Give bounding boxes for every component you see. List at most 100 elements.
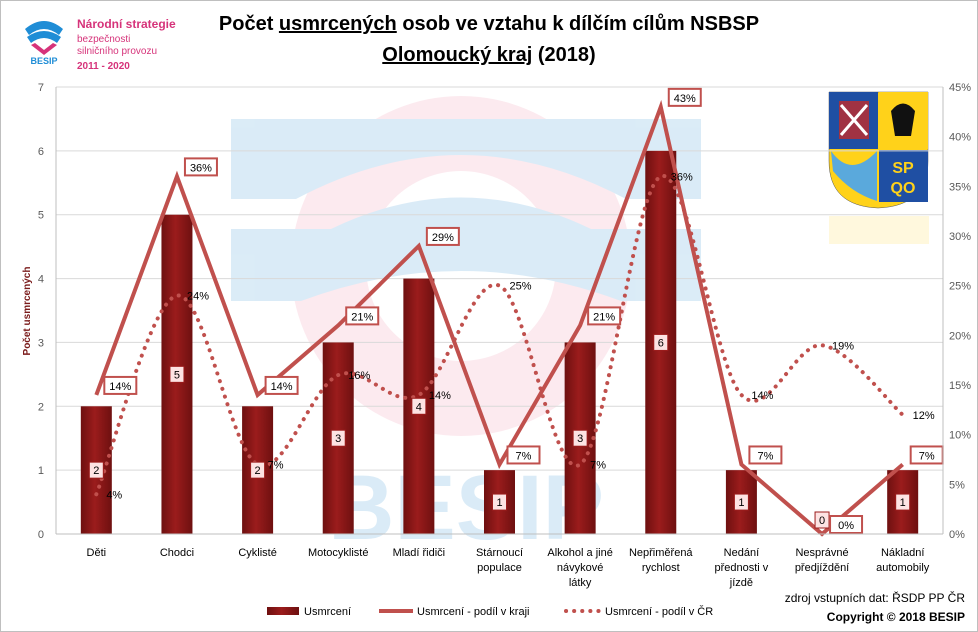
y-left-tick-label: 3 <box>38 337 44 349</box>
x-tick-label: Nepřiměřená <box>629 547 693 559</box>
kraj-label-box <box>345 306 380 326</box>
line-podil-v-kraji <box>94 99 904 537</box>
kraj-label: 0% <box>838 520 854 532</box>
kraj-label: 14% <box>271 381 293 393</box>
bar-label-box <box>572 429 588 447</box>
logo-text-4: 2011 - 2020 <box>77 61 130 72</box>
bar-label: 1 <box>496 497 502 509</box>
y-right-tick-label: 25% <box>949 281 971 293</box>
x-tick-label: Chodci <box>160 547 194 559</box>
legend-swatch-bar <box>267 607 299 615</box>
bar-label: 1 <box>738 497 744 509</box>
x-tick-label: Nedání <box>724 547 759 559</box>
x-tick-label: Cyklisté <box>238 547 277 559</box>
bar-label-box <box>88 461 104 479</box>
x-tick-label: Mladí řidiči <box>393 547 446 559</box>
bar-label-box <box>169 365 185 383</box>
cr-label: 12% <box>913 410 935 422</box>
legend-label-cr: Usmrcení - podíl v ČR <box>605 605 713 618</box>
chart-title: Počet usmrcených osob ve vztahu k dílčím… <box>151 13 827 36</box>
cr-label: 14% <box>429 390 451 402</box>
x-tick-label: Alkohol a jiné <box>547 547 612 559</box>
bar-label-box <box>330 429 346 447</box>
y-left-tick-label: 5 <box>38 210 44 222</box>
title-part-2: osob ve vztahu k dílčím cílům NSBSP <box>396 13 760 35</box>
logo-brand: BESIP <box>30 56 57 65</box>
bar-label: 4 <box>416 401 422 413</box>
kraj-label: 7% <box>516 450 532 462</box>
kraj-label: 7% <box>757 450 773 462</box>
coat-text-2: QO <box>891 180 916 197</box>
cr-label: 16% <box>348 370 370 382</box>
x-tick-label: jízdě <box>729 577 753 589</box>
kraj-label-box <box>506 445 541 465</box>
kraj-label-box <box>103 375 138 395</box>
y-axis-left-title: Počet usmrcených <box>22 267 33 356</box>
y-right-tick-label: 0% <box>949 529 965 541</box>
x-tick-label: populace <box>477 562 522 574</box>
title-underlined: usmrcených <box>278 13 397 35</box>
x-tick-label: přednosti v <box>715 562 769 574</box>
x-tick-label: předjíždění <box>795 562 849 574</box>
legend-label-kraj: Usmrcení - podíl v kraji <box>417 606 529 618</box>
title-part-1: Počet <box>218 13 279 35</box>
watermark-text: BESIP <box>328 457 604 559</box>
subtitle-underlined: Olomoucký kraj <box>382 44 533 66</box>
y-left-tick-label: 2 <box>38 401 44 413</box>
source-note: zdroj vstupních dat: ŘSDP PP ČR <box>784 591 965 605</box>
cr-label: 25% <box>510 281 532 293</box>
coat-of-arms: SP QO <box>828 91 929 244</box>
cr-label: 14% <box>751 390 773 402</box>
x-tick-label: Motocyklisté <box>308 547 369 559</box>
x-tick-label: Děti <box>87 547 107 559</box>
subtitle-part-2: (2018) <box>532 44 596 66</box>
cr-label: 7% <box>590 459 606 471</box>
bar-label: 2 <box>255 465 261 477</box>
kraj-label-box <box>425 226 460 246</box>
besip-logo: BESIP Národní strategie bezpečnosti siln… <box>19 15 199 75</box>
x-tick-label: návykové <box>557 562 603 574</box>
logo-text-2: bezpečnosti <box>77 34 131 45</box>
logo-text-1: Národní strategie <box>77 17 176 31</box>
kraj-label-box <box>587 306 622 326</box>
kraj-label: 21% <box>351 311 373 323</box>
bar-label: 0 <box>819 515 825 527</box>
data-labels: 2 5 2 3 4 1 3 6 1 0 1 14% 36% 14% 21% 29% 7% 21% 43% 7% 0% 7%… <box>88 87 944 534</box>
kraj-label-box <box>264 375 299 395</box>
kraj-label: 7% <box>919 450 935 462</box>
x-tick-label: Nákladní <box>881 547 924 559</box>
kraj-label-box <box>667 87 702 107</box>
bars <box>80 150 919 534</box>
bar-label-box <box>250 461 266 479</box>
bar-label-box <box>733 493 749 511</box>
legend: Usmrcení Usmrcení - podíl v kraji Usmrcení… <box>267 605 713 618</box>
kraj-label: 43% <box>674 93 696 105</box>
y-right-tick-label: 15% <box>949 380 971 392</box>
bar-label-box <box>492 493 507 511</box>
logo-text-3: silničního provozu <box>77 46 158 57</box>
kraj-label: 21% <box>593 311 615 323</box>
cr-label: 36% <box>671 171 693 183</box>
kraj-label-box <box>748 445 783 465</box>
y-right-tick-label: 40% <box>949 132 971 144</box>
kraj-label-box <box>183 157 218 177</box>
y-left-tick-label: 4 <box>38 274 44 286</box>
axes: 012345670%5%10%15%20%25%30%35%40%45%Děti… <box>38 82 971 589</box>
bar-label: 3 <box>335 433 341 445</box>
bar-label-box <box>895 493 911 511</box>
chart-subtitle: Olomoucký kraj (2018) <box>151 44 827 67</box>
lines <box>94 99 905 537</box>
cr-label: 4% <box>106 489 122 501</box>
x-tick-label: Stárnoucí <box>476 547 523 559</box>
bar-label: 6 <box>658 337 664 349</box>
y-right-tick-label: 20% <box>949 330 971 342</box>
copyright: Copyright © 2018 BESIP <box>826 610 965 624</box>
kraj-label: 29% <box>432 232 454 244</box>
cr-label: 24% <box>187 291 209 303</box>
besip-watermark: BESIP <box>231 96 701 559</box>
bar-label: 2 <box>93 465 99 477</box>
y-right-tick-label: 30% <box>949 231 971 243</box>
y-left-tick-label: 7 <box>38 82 44 94</box>
